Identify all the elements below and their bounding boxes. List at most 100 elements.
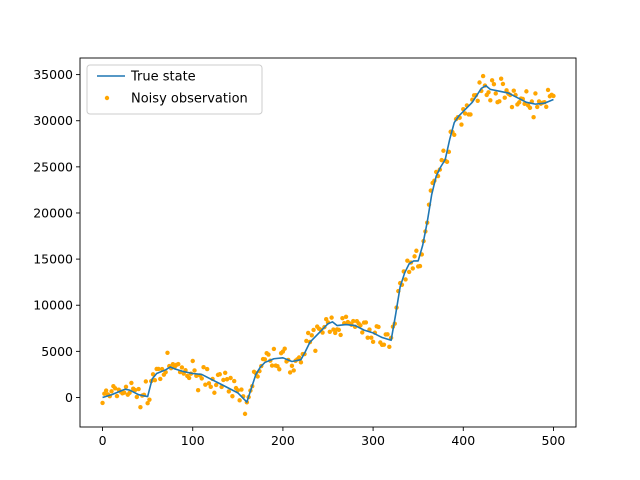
observation-point [486, 90, 491, 95]
observation-point [412, 254, 417, 259]
observation-point [138, 404, 143, 410]
observation-point [369, 335, 374, 340]
observation-point [127, 390, 132, 396]
observation-point [222, 370, 228, 375]
observation-point [338, 332, 343, 338]
observation-point [221, 377, 226, 383]
observation-point [502, 95, 507, 100]
observation-point [277, 367, 282, 372]
observation-point [282, 346, 287, 351]
observation-point [156, 366, 161, 372]
observation-point [524, 89, 529, 94]
observation-point [237, 398, 242, 403]
observation-point [217, 372, 222, 377]
observation-point [103, 388, 109, 393]
observation-point [289, 363, 295, 369]
observation-point [324, 317, 329, 322]
observation-point [304, 338, 309, 344]
observation-point [376, 324, 381, 330]
observation-point [385, 332, 390, 337]
observation-point [136, 386, 141, 392]
observation-point [336, 327, 342, 333]
observation-point [441, 148, 446, 153]
observation-point [213, 382, 219, 388]
observation-point [226, 389, 231, 394]
observation-point [504, 88, 509, 93]
observation-point [109, 389, 114, 394]
observation-point [147, 397, 152, 402]
observation-point [475, 98, 480, 103]
observation-point [489, 78, 495, 83]
observation-point [439, 157, 444, 163]
observation-point [462, 111, 468, 116]
observation-point [152, 377, 158, 383]
observation-point [298, 360, 304, 365]
observation-point [343, 314, 349, 319]
observation-point [331, 327, 336, 332]
observation-point [493, 91, 498, 96]
y-tick-label: 35000 [33, 67, 73, 82]
observation-point [224, 377, 230, 382]
observation-point [232, 378, 237, 384]
legend: True state Noisy observation [86, 64, 263, 115]
observation-point [186, 375, 192, 381]
observation-point [208, 384, 213, 390]
observation-point [516, 100, 522, 105]
observation-point [417, 263, 423, 269]
observation-point [551, 93, 556, 99]
observation-point [381, 342, 387, 347]
observation-point [206, 381, 212, 386]
observation-point [179, 365, 185, 370]
y-tick-label: 5000 [41, 344, 73, 359]
observation-point [114, 393, 120, 399]
axes: 0 100 200 300 400 500050001000015000200002500… [33, 57, 577, 448]
x-tick-label: 400 [451, 433, 475, 448]
observation-point [333, 330, 338, 336]
observation-point [488, 98, 493, 103]
observation-point [230, 394, 235, 399]
x-tick-label: 300 [361, 433, 385, 448]
observation-point [269, 363, 275, 368]
observation-point [291, 368, 296, 373]
y-tick-label: 10000 [33, 298, 73, 313]
observation-point [498, 76, 504, 81]
observation-point [533, 91, 538, 96]
observation-point [329, 315, 334, 320]
observation-point [212, 390, 217, 395]
observation-point [228, 375, 233, 381]
y-tick-label: 0 [65, 390, 73, 405]
observation-point [123, 384, 129, 390]
observation-point [414, 248, 419, 253]
observation-point [145, 400, 150, 406]
observation-point [266, 352, 271, 357]
observation-point [410, 266, 415, 271]
observation-point [527, 105, 533, 111]
observation-point [204, 366, 210, 372]
observation-point [406, 269, 412, 275]
observation-point [444, 159, 450, 165]
observation-point [239, 387, 244, 392]
observation-point [363, 320, 369, 325]
observation-point [531, 114, 536, 120]
observation-point [129, 380, 134, 386]
observation-point [176, 361, 181, 367]
observation-point [132, 387, 138, 393]
observation-point [491, 81, 497, 87]
observation-point [262, 357, 268, 362]
x-tick-label: 500 [542, 433, 566, 448]
y-tick-label: 20000 [33, 205, 73, 220]
observation-point [480, 73, 486, 79]
observation-point [313, 348, 318, 353]
legend-label-true-state: True state [130, 70, 196, 85]
observation-point [165, 350, 170, 355]
observation-point [121, 390, 127, 395]
observation-point [100, 400, 105, 406]
observation-point [192, 368, 197, 373]
observation-point [203, 382, 208, 387]
plot-area [100, 73, 556, 417]
observation-point [360, 330, 365, 335]
observation-point [370, 339, 376, 345]
observation-point [500, 81, 506, 87]
observation-point [511, 88, 516, 93]
